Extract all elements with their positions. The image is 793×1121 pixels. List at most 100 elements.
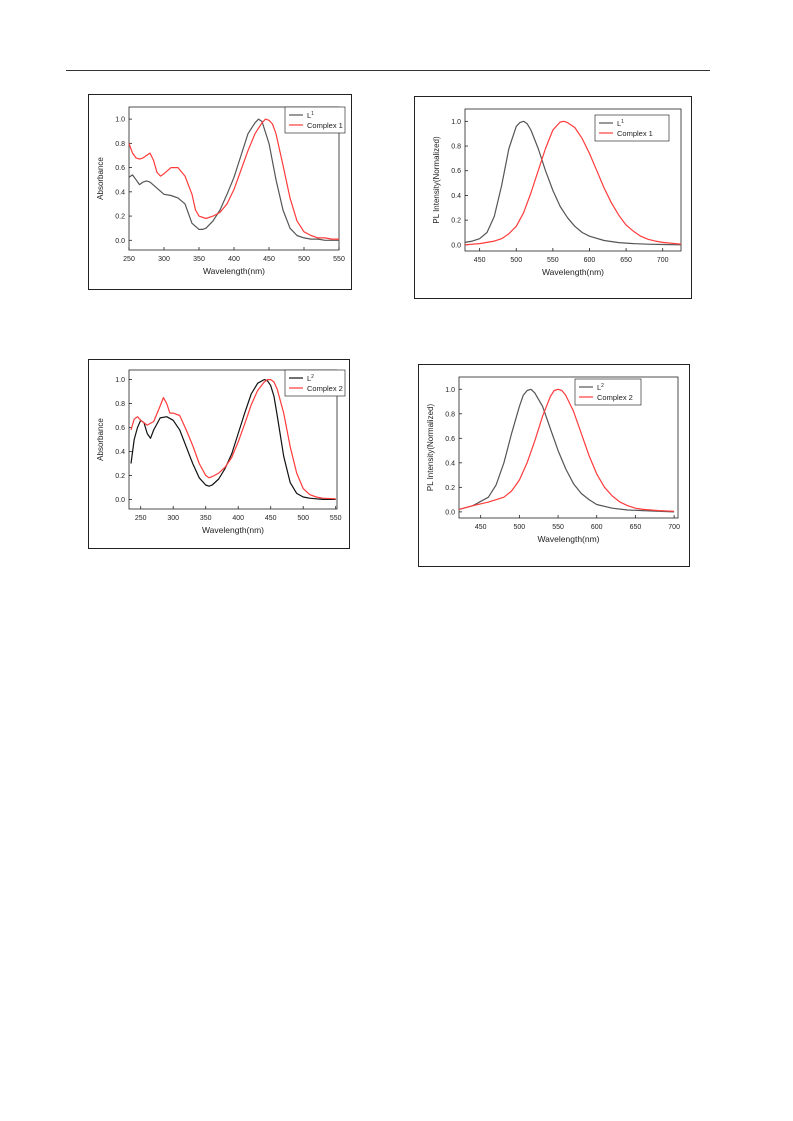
y-tick-label: 0.4 bbox=[115, 449, 125, 456]
legend-label-superscript: 2 bbox=[311, 374, 314, 380]
y-tick-label: 1.0 bbox=[451, 119, 461, 126]
legend-box bbox=[284, 369, 346, 397]
legend-box bbox=[594, 114, 670, 142]
x-axis-label: Wavelength(nm) bbox=[542, 267, 604, 277]
y-tick-label: 0.2 bbox=[451, 218, 461, 225]
y-tick-label: 0.8 bbox=[115, 401, 125, 408]
y-tick-label: 0.6 bbox=[115, 425, 125, 432]
x-tick-label: 250 bbox=[135, 515, 147, 522]
y-tick-label: 0.6 bbox=[115, 165, 125, 172]
y-tick-label: 0.0 bbox=[445, 509, 455, 516]
series-line-1 bbox=[458, 388, 675, 512]
x-tick-label: 500 bbox=[510, 257, 522, 264]
x-tick-label: 700 bbox=[657, 257, 669, 264]
chart-absorbance-1: 250 300 350 400 450 500 550 0.0 0.2 0.4 0.6 0.8 1.0 W… bbox=[88, 94, 352, 290]
legend-box bbox=[284, 106, 346, 134]
chart-absorbance-2-svg: 250 300 350 400 450 500 550 0.0 0.2 0.4 0.6 0.8 1.0 W… bbox=[96, 369, 346, 535]
x-tick-label: 450 bbox=[475, 524, 487, 531]
y-tick-label: 0.6 bbox=[445, 436, 455, 443]
y-tick-label: 0.2 bbox=[115, 214, 125, 221]
x-tick-label: 550 bbox=[552, 524, 564, 531]
y-tick-label: 0.4 bbox=[115, 189, 125, 196]
chart-pl-2-svg: 450 500 550 600 650 700 0.0 0.2 0.4 0.6 0.8 1.0 Wave… bbox=[426, 376, 680, 544]
legend-label: L1 bbox=[617, 119, 624, 128]
y-tick-label: 0.8 bbox=[445, 411, 455, 418]
legend-label-text: Complex 2 bbox=[597, 393, 633, 402]
legend-label-text: L bbox=[617, 119, 621, 128]
series-line-1 bbox=[464, 120, 682, 246]
legend-label: L2 bbox=[597, 383, 604, 392]
chart-pl-1: 450 500 550 600 650 700 0.0 0.2 0.4 0.6 0.8 1.0 Wave… bbox=[414, 96, 692, 299]
x-tick-label: 500 bbox=[514, 524, 526, 531]
x-tick-label: 250 bbox=[123, 256, 135, 263]
x-tick-label: 700 bbox=[668, 524, 680, 531]
legend-label: Complex 2 bbox=[597, 393, 633, 402]
y-tick-label: 0.8 bbox=[451, 144, 461, 151]
y-axis-label: Absorbance bbox=[96, 418, 105, 461]
x-tick-label: 600 bbox=[584, 257, 596, 264]
legend-label: L1 bbox=[307, 111, 314, 120]
legend-label: Complex 1 bbox=[617, 129, 653, 138]
plot-area bbox=[464, 108, 682, 252]
y-tick-label: 0.4 bbox=[445, 460, 455, 467]
x-axis-label: Wavelength(nm) bbox=[202, 525, 264, 535]
y-axis-label: PL Intensity(Normalized) bbox=[426, 404, 435, 492]
x-tick-label: 550 bbox=[547, 257, 559, 264]
y-axis-label: PL Intensity(Normalized) bbox=[432, 136, 441, 224]
x-tick-label: 400 bbox=[232, 515, 244, 522]
y-tick-label: 0.4 bbox=[451, 193, 461, 200]
x-tick-label: 550 bbox=[330, 515, 342, 522]
legend-label-text: Complex 1 bbox=[307, 121, 343, 130]
legend-label-superscript: 2 bbox=[601, 383, 604, 389]
legend-label-text: L bbox=[597, 383, 601, 392]
plot-area bbox=[128, 369, 338, 510]
legend-label-text: L bbox=[307, 111, 311, 120]
x-tick-label: 300 bbox=[167, 515, 179, 522]
y-tick-label: 1.0 bbox=[115, 377, 125, 384]
x-tick-label: 500 bbox=[297, 515, 309, 522]
series-line-1 bbox=[130, 379, 336, 500]
x-tick-label: 400 bbox=[228, 256, 240, 263]
x-tick-label: 450 bbox=[474, 257, 486, 264]
x-axis-label: Wavelength(nm) bbox=[537, 534, 599, 544]
plot-area bbox=[458, 376, 679, 519]
x-tick-label: 450 bbox=[263, 256, 275, 263]
y-tick-label: 0.2 bbox=[115, 473, 125, 480]
legend-box bbox=[574, 378, 642, 406]
chart-absorbance-2: 250 300 350 400 450 500 550 0.0 0.2 0.4 0.6 0.8 1.0 W… bbox=[88, 359, 350, 549]
y-tick-label: 0.0 bbox=[115, 238, 125, 245]
chart-pl-1-svg: 450 500 550 600 650 700 0.0 0.2 0.4 0.6 0.8 1.0 Wave… bbox=[432, 108, 682, 277]
chart-pl-2: 450 500 550 600 650 700 0.0 0.2 0.4 0.6 0.8 1.0 Wave… bbox=[418, 364, 690, 567]
x-tick-label: 600 bbox=[591, 524, 603, 531]
legend-label: Complex 2 bbox=[307, 384, 343, 393]
x-tick-label: 450 bbox=[265, 515, 277, 522]
x-tick-label: 350 bbox=[193, 256, 205, 263]
legend-label-superscript: 1 bbox=[311, 111, 314, 117]
series-line-0 bbox=[458, 388, 675, 513]
y-tick-label: 1.0 bbox=[115, 117, 125, 124]
x-tick-label: 300 bbox=[158, 256, 170, 263]
legend-label-superscript: 1 bbox=[621, 119, 624, 125]
y-tick-label: 0.0 bbox=[451, 242, 461, 249]
y-axis-label: Absorbance bbox=[96, 157, 105, 200]
y-tick-label: 0.2 bbox=[445, 485, 455, 492]
legend-label-text: Complex 1 bbox=[617, 129, 653, 138]
legend-label: Complex 1 bbox=[307, 121, 343, 130]
legend-label: L2 bbox=[307, 374, 314, 383]
series-line-1 bbox=[128, 118, 339, 240]
x-tick-label: 350 bbox=[200, 515, 212, 522]
x-tick-label: 650 bbox=[620, 257, 632, 264]
header-rule bbox=[66, 70, 710, 71]
y-tick-label: 0.0 bbox=[115, 497, 125, 504]
series-line-0 bbox=[130, 379, 336, 500]
series-line-0 bbox=[128, 118, 339, 241]
x-tick-label: 500 bbox=[298, 256, 310, 263]
chart-absorbance-1-svg: 250 300 350 400 450 500 550 0.0 0.2 0.4 0.6 0.8 1.0 W… bbox=[96, 106, 346, 276]
y-tick-label: 0.8 bbox=[115, 141, 125, 148]
x-axis-label: Wavelength(nm) bbox=[203, 266, 265, 276]
x-tick-label: 550 bbox=[333, 256, 345, 263]
y-tick-label: 1.0 bbox=[445, 387, 455, 394]
y-tick-label: 0.6 bbox=[451, 168, 461, 175]
legend-label-text: Complex 2 bbox=[307, 384, 343, 393]
legend-label-text: L bbox=[307, 374, 311, 383]
